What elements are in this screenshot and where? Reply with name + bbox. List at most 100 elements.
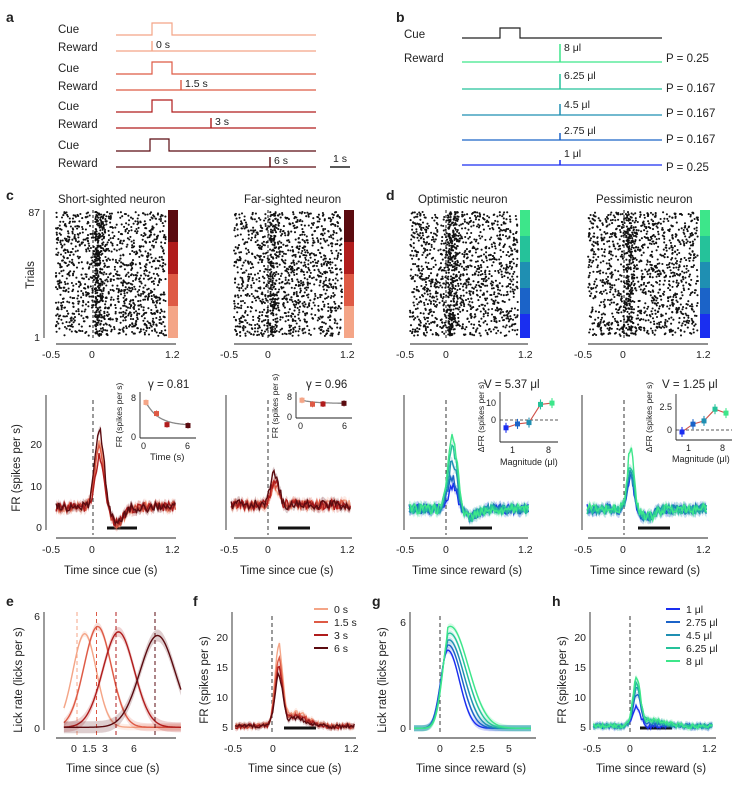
spike-dot — [474, 260, 478, 263]
spike-dot — [677, 327, 680, 330]
spike-dot — [158, 302, 161, 305]
spike-dot — [660, 313, 663, 316]
spike-dot — [447, 282, 450, 285]
spike-dot — [114, 310, 117, 313]
spike-dot — [334, 268, 337, 271]
spike-dot — [677, 239, 680, 242]
spike-dot — [649, 321, 652, 324]
spike-dot — [454, 257, 457, 260]
spike-dot — [501, 215, 504, 218]
spike-dot — [659, 272, 662, 275]
spike-dot — [109, 288, 112, 291]
spike-dot — [101, 292, 104, 295]
spike-dot — [273, 304, 276, 307]
spike-dot — [447, 271, 450, 274]
spike-dot — [269, 280, 272, 283]
spike-dot — [126, 237, 129, 240]
spike-dot — [59, 293, 62, 296]
spike-dot — [131, 288, 134, 291]
spike-dot — [269, 230, 273, 233]
spike-dot — [124, 230, 127, 233]
spike-dot — [480, 277, 483, 281]
spike-dot — [408, 315, 412, 318]
spike-dot — [486, 297, 489, 300]
spike-dot — [425, 225, 428, 228]
scale-bar-label: 1 s — [333, 153, 347, 165]
spike-dot — [340, 259, 343, 262]
spike-dot — [510, 280, 513, 283]
spike-dot — [269, 330, 273, 333]
spike-dot — [276, 298, 279, 301]
spike-dot — [242, 329, 245, 332]
spike-dot — [253, 330, 257, 333]
spike-dot — [637, 246, 640, 249]
prob-label-8ul: P = 0.25 — [666, 53, 709, 65]
spike-dot — [285, 315, 288, 318]
spike-dot — [508, 325, 511, 328]
spike-dot — [130, 267, 133, 270]
spike-dot — [284, 282, 287, 285]
spike-dot — [270, 235, 273, 238]
spike-dot — [148, 326, 151, 329]
spike-dot — [251, 232, 254, 235]
spike-dot — [651, 329, 654, 332]
spike-dot — [476, 215, 479, 218]
spike-dot — [637, 280, 640, 283]
spike-dot — [432, 303, 435, 306]
spike-dot — [97, 232, 101, 235]
spike-dot — [500, 270, 503, 273]
spike-dot — [77, 261, 80, 264]
spike-dot — [693, 238, 696, 241]
spike-dot — [60, 216, 64, 219]
spike-dot — [643, 306, 646, 309]
spike-dot — [272, 266, 275, 269]
spike-dot — [469, 313, 472, 316]
spike-dot — [314, 294, 317, 298]
spike-dot — [340, 290, 343, 293]
spike-dot — [131, 330, 134, 334]
spike-dot — [608, 262, 611, 265]
spike-dot — [502, 222, 506, 225]
spike-dot — [649, 327, 653, 330]
spike-dot — [261, 242, 264, 245]
spike-dot — [459, 278, 462, 281]
spike-dot — [418, 328, 421, 331]
spike-dot — [442, 229, 445, 232]
spike-dot — [598, 304, 601, 307]
spike-dot — [152, 280, 155, 283]
spike-dot — [59, 233, 62, 236]
spike-dot — [637, 310, 640, 313]
spike-dot — [133, 303, 136, 307]
spike-dot — [101, 238, 104, 241]
spike-dot — [241, 299, 245, 303]
spike-dot — [410, 245, 413, 248]
spike-dot — [95, 220, 98, 223]
spike-dot — [128, 252, 132, 256]
spike-dot — [61, 297, 64, 300]
spike-dot — [409, 219, 412, 222]
spike-dot — [238, 213, 241, 216]
spike-dot — [511, 288, 514, 291]
spike-dot — [480, 303, 483, 306]
spike-dot — [429, 272, 433, 275]
spike-dot — [94, 252, 97, 255]
spike-dot — [252, 315, 255, 318]
spike-dot — [430, 243, 433, 246]
spike-dot — [135, 227, 138, 231]
spike-dot — [477, 218, 481, 221]
spike-dot — [333, 294, 336, 297]
spike-dot — [307, 259, 310, 262]
spike-dot — [664, 324, 667, 327]
spike-dot — [416, 222, 419, 225]
spike-dot — [81, 277, 84, 280]
spike-dot — [501, 234, 505, 237]
spike-dot — [113, 235, 116, 238]
spike-dot — [71, 325, 74, 328]
spike-dot — [324, 227, 327, 231]
spike-dot — [80, 325, 83, 328]
spike-dot — [319, 296, 322, 299]
spike-dot — [124, 299, 127, 302]
spike-dot — [140, 254, 143, 257]
spike-dot — [145, 263, 148, 266]
spike-dot — [492, 328, 495, 331]
